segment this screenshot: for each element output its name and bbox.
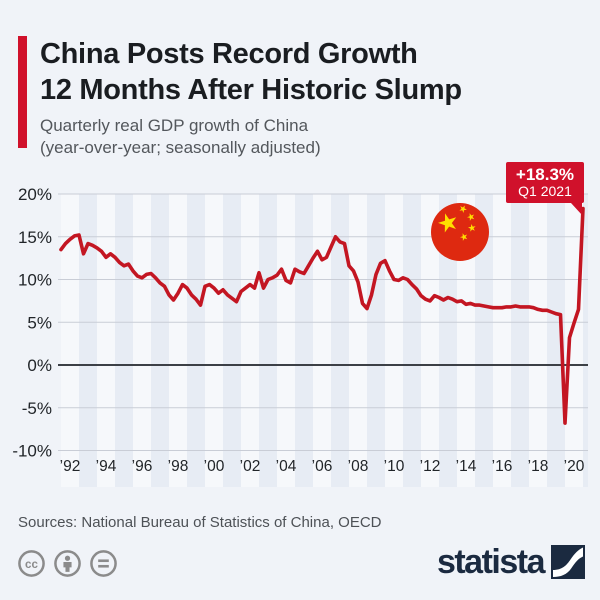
x-tick-label: ’12: [420, 458, 441, 475]
china-flag-icon: [431, 203, 489, 261]
year-band: [187, 194, 205, 487]
year-band: [97, 194, 115, 487]
year-band: [547, 194, 565, 487]
year-band: [457, 194, 475, 487]
attribution-icon: [54, 550, 81, 577]
annotation-pointer: [571, 203, 582, 215]
statista-logo: statista: [437, 545, 585, 579]
year-band: [295, 194, 313, 487]
title-line-1: China Posts Record Growth: [40, 38, 418, 70]
year-band: [583, 194, 588, 487]
year-band: [169, 194, 187, 487]
page-subtitle: Quarterly real GDP growth of China (year…: [40, 115, 462, 159]
year-band: [331, 194, 349, 487]
y-tick-label: 10%: [18, 271, 52, 290]
subtitle-line-2: (year-over-year; seasonally adjusted): [40, 138, 321, 157]
x-tick-label: ’18: [528, 458, 549, 475]
year-band: [241, 194, 259, 487]
year-band: [259, 194, 277, 487]
x-tick-label: ’04: [276, 458, 297, 475]
title-line-2: 12 Months After Historic Slump: [40, 74, 462, 106]
header: China Posts Record Growth 12 Months Afte…: [18, 36, 462, 159]
year-band: [421, 194, 439, 487]
x-tick-label: ’92: [60, 458, 81, 475]
svg-text:cc: cc: [25, 558, 38, 571]
year-band: [403, 194, 421, 487]
year-band: [367, 194, 385, 487]
page-title: China Posts Record Growth 12 Months Afte…: [40, 36, 462, 108]
y-tick-label: -5%: [22, 399, 52, 418]
peak-annotation-callout: +18.3% Q1 2021: [506, 162, 584, 215]
year-band: [385, 194, 403, 487]
year-band: [115, 194, 133, 487]
x-tick-label: ’10: [384, 458, 405, 475]
x-tick-label: ’96: [132, 458, 153, 475]
x-tick-label: ’16: [492, 458, 513, 475]
statista-logo-mark-icon: [551, 545, 585, 579]
year-band: [205, 194, 223, 487]
year-band: [475, 194, 493, 487]
cc-license-badges: cc: [17, 549, 118, 578]
x-tick-label: ’08: [348, 458, 369, 475]
x-tick-label: ’02: [240, 458, 261, 475]
annotation-value: +18.3%: [515, 165, 575, 184]
year-band: [61, 194, 79, 487]
year-band: [565, 194, 583, 487]
sources-note: Sources: National Bureau of Statistics o…: [18, 514, 382, 531]
y-tick-label: 5%: [27, 313, 52, 332]
year-band: [79, 194, 97, 487]
x-tick-label: ’06: [312, 458, 333, 475]
x-tick-label: ’20: [564, 458, 585, 475]
annotation-period: Q1 2021: [518, 183, 572, 199]
year-band: [223, 194, 241, 487]
x-tick-label: ’98: [168, 458, 189, 475]
gdp-line: [59, 206, 585, 425]
year-band: [313, 194, 331, 487]
year-band: [439, 194, 457, 487]
year-band: [277, 194, 295, 487]
year-band: [349, 194, 367, 487]
y-tick-label: 0%: [27, 356, 52, 375]
y-tick-label: 15%: [18, 228, 52, 247]
year-band: [151, 194, 169, 487]
statista-logo-text: statista: [436, 543, 546, 581]
subtitle-line-1: Quarterly real GDP growth of China: [40, 116, 309, 135]
x-tick-label: ’94: [96, 458, 117, 475]
cc-icon: cc: [18, 550, 45, 577]
year-band: [133, 194, 151, 487]
year-band: [493, 194, 511, 487]
y-tick-label: -10%: [12, 442, 52, 461]
header-text: China Posts Record Growth 12 Months Afte…: [27, 36, 462, 159]
y-tick-label: 20%: [18, 185, 52, 204]
year-band: [529, 194, 547, 487]
x-tick-label: ’00: [204, 458, 225, 475]
year-band: [511, 194, 529, 487]
accent-bar: [18, 36, 27, 148]
x-tick-label: ’14: [456, 458, 477, 475]
no-derivatives-icon: [90, 550, 117, 577]
